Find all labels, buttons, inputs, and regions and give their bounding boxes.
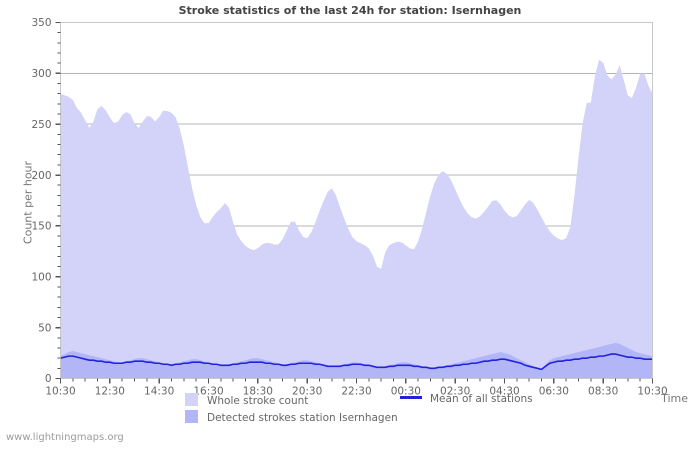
svg-text:08:30: 08:30 [588,386,618,398]
legend-item-detected-strokes: Detected strokes station Isernhagen [185,410,398,424]
svg-text:250: 250 [31,119,51,131]
svg-text:22:30: 22:30 [341,386,371,398]
svg-text:16:30: 16:30 [193,386,223,398]
legend-swatch-detected-strokes [185,410,198,423]
svg-text:20:30: 20:30 [292,386,322,398]
x-axis-label: Time [661,392,688,405]
svg-text:200: 200 [31,170,51,182]
svg-text:12:30: 12:30 [95,386,125,398]
svg-text:02:30: 02:30 [440,386,470,398]
svg-text:350: 350 [31,17,51,29]
svg-text:04:30: 04:30 [489,386,519,398]
svg-text:18:30: 18:30 [243,386,273,398]
chart-title: Stroke statistics of the last 24h for st… [178,4,522,17]
svg-text:100: 100 [31,271,51,283]
footer-watermark: www.lightningmaps.org [6,432,124,443]
svg-text:14:30: 14:30 [144,386,174,398]
svg-text:50: 50 [38,322,51,334]
legend-label-mean-of-all-stations: Mean of all stations [430,393,533,405]
svg-text:10:30: 10:30 [45,386,75,398]
legend-line-mean-of-all-stations [400,396,422,399]
legend-label-detected-strokes: Detected strokes station Isernhagen [207,412,398,424]
svg-text:150: 150 [31,221,51,233]
legend-item-mean-of-all-stations: Mean of all stations [400,393,533,405]
svg-text:06:30: 06:30 [539,386,569,398]
svg-text:300: 300 [31,68,51,80]
legend-swatch-whole-stroke-count [185,393,198,406]
svg-text:00:30: 00:30 [391,386,421,398]
chart-legend: Whole stroke count Detected strokes stat… [0,391,700,427]
svg-text:10:30: 10:30 [637,386,667,398]
legend-item-whole-stroke-count: Whole stroke count [185,393,308,407]
legend-label-whole-stroke-count: Whole stroke count [207,395,309,407]
svg-text:0: 0 [45,373,52,385]
